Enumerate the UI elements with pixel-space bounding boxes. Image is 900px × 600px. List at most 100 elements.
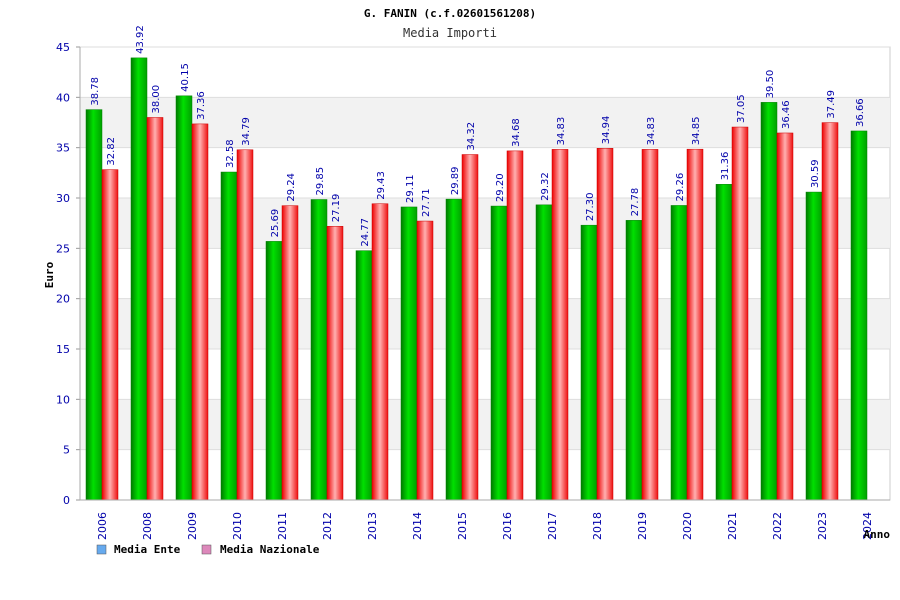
data-label: 29.26	[675, 173, 686, 202]
data-label: 39.50	[765, 70, 776, 99]
bar-media-ente-2024	[850, 130, 868, 501]
bar-media-nazionale-2008	[146, 117, 164, 501]
grid-band	[80, 399, 890, 450]
data-labels-group: 38.78 32.82 43.92 38.00 40.15 37.36 32.58 34.79…	[90, 25, 866, 246]
bar-media-nazionale-2022	[776, 132, 794, 501]
x-tick-label: 2010	[231, 512, 244, 540]
data-label: 40.15	[180, 63, 191, 92]
y-axis-label: Euro	[43, 261, 56, 288]
legend-label-media-nazionale: Media Nazionale	[220, 543, 320, 556]
data-label: 27.19	[331, 194, 342, 223]
data-label: 29.11	[405, 174, 416, 203]
data-label: 32.58	[225, 139, 236, 168]
bar-media-nazionale-2021	[731, 126, 749, 501]
bar-media-ente-2010	[220, 171, 238, 501]
bar-media-ente-2017	[535, 204, 553, 501]
bar-media-ente-2014	[400, 206, 418, 501]
y-tick-label: 30	[56, 192, 70, 205]
y-tick-label: 10	[56, 393, 70, 406]
bar-media-nazionale-2013	[371, 203, 389, 501]
x-tick-label: 2009	[186, 512, 199, 540]
data-label: 29.24	[286, 173, 297, 202]
x-tick-label: 2018	[591, 512, 604, 540]
bar-media-ente-2011	[265, 241, 283, 501]
data-label: 38.78	[90, 77, 101, 106]
data-label: 29.85	[315, 167, 326, 196]
legend-swatch-media-ente	[96, 544, 107, 555]
legend: Media Ente Media Nazionale	[96, 543, 320, 556]
bar-media-nazionale-2017	[551, 149, 569, 501]
x-tick-label: 2014	[411, 512, 424, 540]
x-tick-label: 2012	[321, 512, 334, 540]
data-label: 34.94	[601, 116, 612, 145]
bars-group	[85, 57, 868, 501]
grid-band	[80, 97, 890, 148]
bar-media-ente-2018	[580, 224, 598, 501]
bar-media-ente-2012	[310, 199, 328, 501]
bar-media-ente-2016	[490, 205, 508, 501]
y-axis: 0 5 10 15 20 25 30 35 40 45	[56, 41, 81, 507]
y-tick-label: 0	[63, 494, 70, 507]
bar-media-nazionale-2019	[641, 149, 659, 501]
y-tick-label: 5	[63, 444, 70, 457]
data-label: 37.36	[196, 91, 207, 120]
bar-media-ente-2006	[85, 109, 103, 501]
x-tick-label: 2013	[366, 512, 379, 540]
x-tick-label: 2021	[726, 512, 739, 540]
x-tick-label: 2006	[96, 512, 109, 540]
data-label: 29.43	[376, 171, 387, 200]
bar-media-ente-2020	[670, 205, 688, 501]
grid-band	[80, 298, 890, 349]
bar-media-ente-2021	[715, 184, 733, 501]
data-label: 43.92	[135, 25, 146, 54]
bar-media-nazionale-2023	[821, 122, 839, 501]
legend-swatch-media-nazionale	[201, 544, 212, 555]
bar-media-ente-2023	[805, 191, 823, 501]
data-label: 32.82	[106, 137, 117, 166]
bar-media-nazionale-2009	[191, 123, 209, 501]
data-label: 37.05	[736, 94, 747, 123]
data-label: 34.79	[241, 117, 252, 146]
bar-media-nazionale-2014	[416, 220, 434, 501]
x-tick-label: 2024	[861, 512, 874, 540]
data-label: 36.46	[781, 100, 792, 129]
data-label: 34.83	[556, 117, 567, 146]
data-label: 29.32	[540, 172, 551, 201]
y-tick-label: 45	[56, 41, 70, 54]
grid-band	[80, 198, 890, 249]
data-label: 38.00	[151, 85, 162, 114]
data-label: 27.30	[585, 193, 596, 222]
x-tick-label: 2023	[816, 512, 829, 540]
x-tick-label: 2008	[141, 512, 154, 540]
bar-media-ente-2019	[625, 220, 643, 501]
bar-media-nazionale-2010	[236, 149, 254, 501]
data-label: 30.59	[810, 159, 821, 188]
data-label: 29.20	[495, 173, 506, 202]
data-label: 27.71	[421, 188, 432, 217]
data-label: 29.89	[450, 166, 461, 195]
legend-label-media-ente: Media Ente	[114, 543, 181, 556]
y-tick-label: 20	[56, 293, 70, 306]
y-tick-label: 25	[56, 242, 70, 255]
chart-subtitle: Media Importi	[403, 26, 497, 40]
bar-media-nazionale-2006	[101, 169, 119, 501]
bar-media-ente-2009	[175, 95, 193, 501]
data-label: 31.36	[720, 152, 731, 181]
bar-media-ente-2022	[760, 102, 778, 501]
x-tick-label: 2019	[636, 512, 649, 540]
data-label: 36.66	[855, 98, 866, 127]
y-tick-label: 15	[56, 343, 70, 356]
x-tick-label: 2015	[456, 512, 469, 540]
data-label: 27.78	[630, 188, 641, 217]
bar-media-nazionale-2016	[506, 150, 524, 501]
data-label: 34.85	[691, 117, 702, 146]
y-tick-label: 40	[56, 91, 70, 104]
x-tick-label: 2020	[681, 512, 694, 540]
bar-media-ente-2013	[355, 250, 373, 501]
bar-media-ente-2015	[445, 198, 463, 501]
bar-media-nazionale-2011	[281, 205, 299, 501]
y-tick-label: 35	[56, 142, 70, 155]
plot-background	[79, 46, 891, 501]
bar-media-nazionale-2012	[326, 226, 344, 501]
x-tick-label: 2022	[771, 512, 784, 540]
